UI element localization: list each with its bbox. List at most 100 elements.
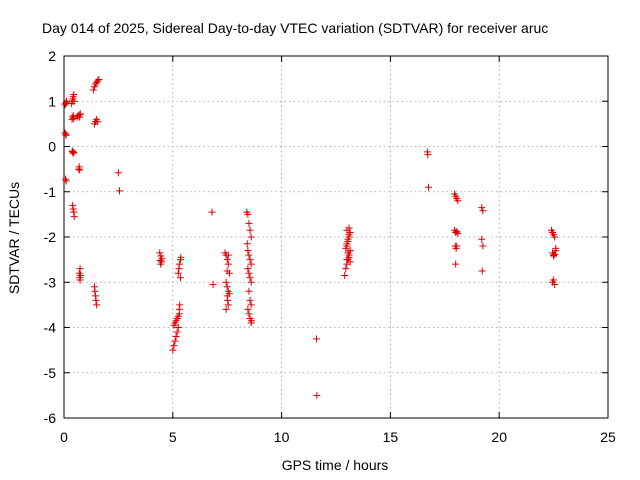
data-point <box>156 249 164 257</box>
data-point <box>344 235 352 243</box>
data-point <box>453 242 461 250</box>
data-point <box>479 242 487 250</box>
data-point <box>245 269 253 277</box>
data-point <box>247 301 255 309</box>
data-point <box>176 274 184 282</box>
data-point <box>91 287 99 295</box>
data-point <box>169 346 177 354</box>
data-point <box>313 391 321 399</box>
data-point <box>550 252 558 260</box>
data-point <box>243 240 251 248</box>
data-point <box>223 267 231 275</box>
y-tick-label: 1 <box>48 93 56 109</box>
data-point <box>551 233 559 241</box>
data-point <box>551 250 559 258</box>
data-point <box>170 342 178 350</box>
data-point <box>478 204 486 212</box>
data-point <box>453 228 461 236</box>
y-axis: -6 -5 -4 -3 -2 -1 0 1 2 <box>44 48 608 426</box>
y-tick-label: -4 <box>44 320 57 336</box>
data-point <box>94 118 102 126</box>
data-point <box>77 271 85 279</box>
data-point <box>247 278 255 286</box>
data-point <box>454 229 462 237</box>
data-point <box>312 335 320 343</box>
data-point <box>208 208 216 216</box>
x-tick-label: 25 <box>600 429 616 445</box>
data-point <box>345 231 353 239</box>
y-tick-label: 2 <box>48 48 56 64</box>
data-point <box>244 265 252 273</box>
data-point <box>244 247 252 255</box>
data-point <box>246 226 254 234</box>
x-tick-label: 5 <box>169 429 177 445</box>
data-point <box>244 210 252 218</box>
data-point <box>478 267 486 275</box>
data-point <box>454 197 462 205</box>
data-point <box>94 77 102 85</box>
data-point <box>69 149 77 157</box>
data-point <box>115 187 123 195</box>
data-point <box>89 86 97 94</box>
y-tick-label: -1 <box>44 184 57 200</box>
data-point <box>248 317 256 325</box>
data-point <box>92 296 100 304</box>
data-point <box>478 235 486 243</box>
data-point <box>70 90 78 98</box>
data-point <box>114 169 122 177</box>
data-point <box>76 110 84 118</box>
data-point <box>342 244 350 252</box>
data-point <box>177 253 185 261</box>
y-axis-label: SDTVAR / TECUs <box>6 182 22 294</box>
x-tick-label: 20 <box>491 429 507 445</box>
data-point <box>76 113 84 121</box>
data-point <box>70 114 78 122</box>
data-point <box>176 301 184 309</box>
data-points <box>61 76 560 399</box>
y-tick-label: -2 <box>44 229 57 245</box>
y-tick-label: 0 <box>48 139 56 155</box>
data-point <box>245 251 253 259</box>
data-point <box>224 260 232 268</box>
data-point <box>157 260 165 268</box>
data-point <box>245 219 253 227</box>
data-point <box>223 256 231 264</box>
data-point <box>343 256 351 264</box>
grid-lines <box>64 56 608 418</box>
data-point <box>549 278 557 286</box>
data-point <box>70 148 78 156</box>
data-point <box>76 265 84 273</box>
y-tick-label: -5 <box>44 365 57 381</box>
data-point <box>223 283 231 291</box>
x-tick-label: 0 <box>60 429 68 445</box>
data-point <box>209 281 217 289</box>
data-point <box>173 328 181 336</box>
data-point <box>552 244 560 252</box>
data-point <box>62 177 70 185</box>
x-tick-label: 15 <box>383 429 399 445</box>
data-point <box>93 301 101 309</box>
data-point <box>246 296 254 304</box>
data-point <box>424 183 432 191</box>
data-point <box>62 175 70 183</box>
x-axis-label: GPS time / hours <box>282 457 389 473</box>
data-point <box>222 278 230 286</box>
data-point <box>171 337 179 345</box>
data-point <box>245 287 253 295</box>
data-point <box>452 260 460 268</box>
data-point <box>174 269 182 277</box>
data-point <box>70 97 78 105</box>
data-point <box>222 305 230 313</box>
data-point <box>246 256 254 264</box>
y-tick-label: -6 <box>44 410 57 426</box>
data-point <box>70 213 78 221</box>
y-tick-label: -3 <box>44 274 57 290</box>
data-point <box>62 131 70 139</box>
data-point <box>345 224 353 232</box>
data-point <box>69 205 77 213</box>
data-point <box>224 301 232 309</box>
data-point <box>342 265 350 273</box>
data-point <box>247 233 255 241</box>
data-point <box>479 207 487 215</box>
